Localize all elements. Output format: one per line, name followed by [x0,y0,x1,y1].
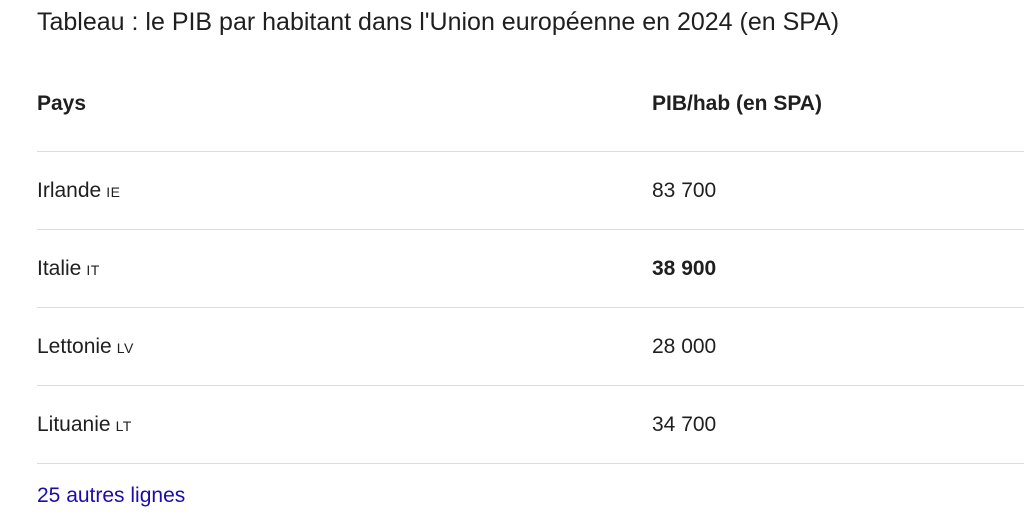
country-code: LV [116,340,134,356]
country-name: Lituanie [37,413,111,436]
country-cell: Lettonie LV [37,335,134,359]
table-bottom-border [37,463,1024,464]
country-cell: Lituanie LT [37,413,132,437]
country-code: IT [86,262,100,278]
table-row: Lettonie LV 28 000 [37,307,1024,386]
value-cell: 83 700 [652,179,717,202]
country-name: Italie [37,257,82,280]
value-cell: 28 000 [652,335,717,358]
table-row: Italie IT 38 900 [37,229,1024,308]
country-cell: Irlande IE [37,179,120,203]
country-code: IE [106,184,121,200]
table-row: Lituanie LT 34 700 [37,385,1024,464]
table-title: Tableau : le PIB par habitant dans l'Uni… [37,8,840,36]
value-cell: 34 700 [652,413,717,436]
country-name: Irlande [37,179,102,202]
country-code: LT [115,418,132,434]
value-cell: 38 900 [652,257,717,280]
header-cell: PIB/hab (en SPA) [652,92,822,115]
header-row: Pays PIB/hab (en SPA) [37,65,1024,143]
country-cell: Italie IT [37,257,100,281]
more-rows-link[interactable]: 25 autres lignes [37,484,186,507]
header-cell: Pays [37,92,87,115]
table-row: Irlande IE 83 700 [37,151,1024,230]
country-name: Lettonie [37,335,112,358]
